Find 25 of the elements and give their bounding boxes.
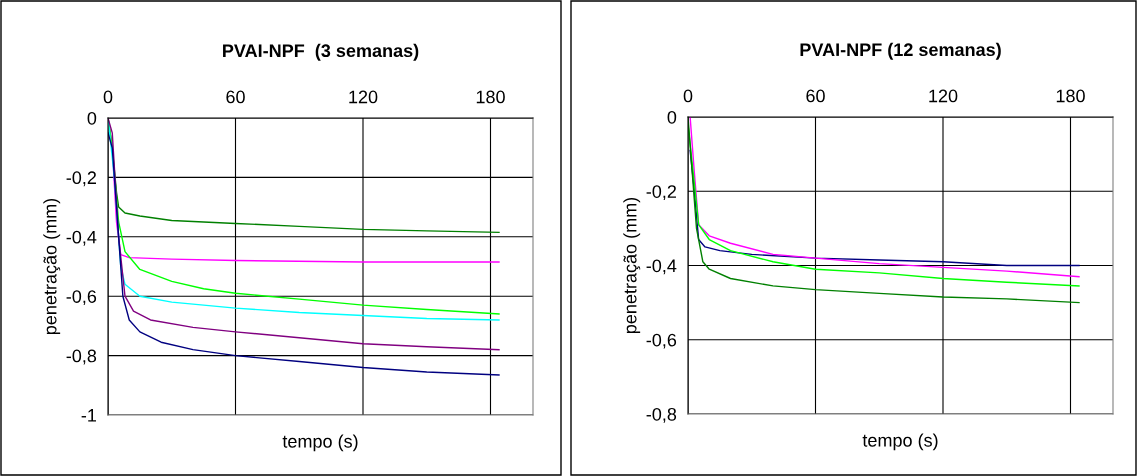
x-tick-label: 60	[806, 89, 825, 103]
x-tick-label: 60	[226, 90, 245, 104]
y-tick-label: -0,6	[66, 290, 97, 306]
y-tick-label: -0,2	[646, 185, 676, 201]
x-axis-title: tempo (s)	[862, 433, 938, 451]
y-tick-label: -0,8	[66, 349, 97, 365]
x-tick-label: 0	[103, 90, 113, 104]
x-tick-label: 180	[1056, 89, 1085, 103]
y-tick-label: 0	[87, 111, 97, 125]
y-tick-label: -0,6	[646, 333, 677, 349]
chart-title: PVAI-NPF (3 semanas)	[223, 43, 419, 61]
y-tick-label: -0,2	[66, 171, 96, 187]
y-axis-title: penetração (mm)	[43, 198, 61, 335]
x-axis-title: tempo (s)	[282, 434, 358, 452]
y-tick-label: -0,4	[66, 230, 97, 246]
y-tick-label: -0,8	[646, 407, 677, 423]
y-tick-label: -1	[81, 409, 97, 422]
x-tick-label: 180	[476, 90, 505, 104]
y-tick-label: -0,4	[646, 259, 677, 275]
x-tick-label: 120	[349, 90, 378, 104]
y-tick-label: 0	[667, 110, 677, 124]
x-tick-label: 0	[683, 89, 693, 103]
x-tick-label: 120	[929, 89, 958, 103]
y-axis-title: penetração (mm)	[623, 197, 641, 334]
chart-title: PVAI-NPF (12 semanas)	[800, 42, 1001, 60]
